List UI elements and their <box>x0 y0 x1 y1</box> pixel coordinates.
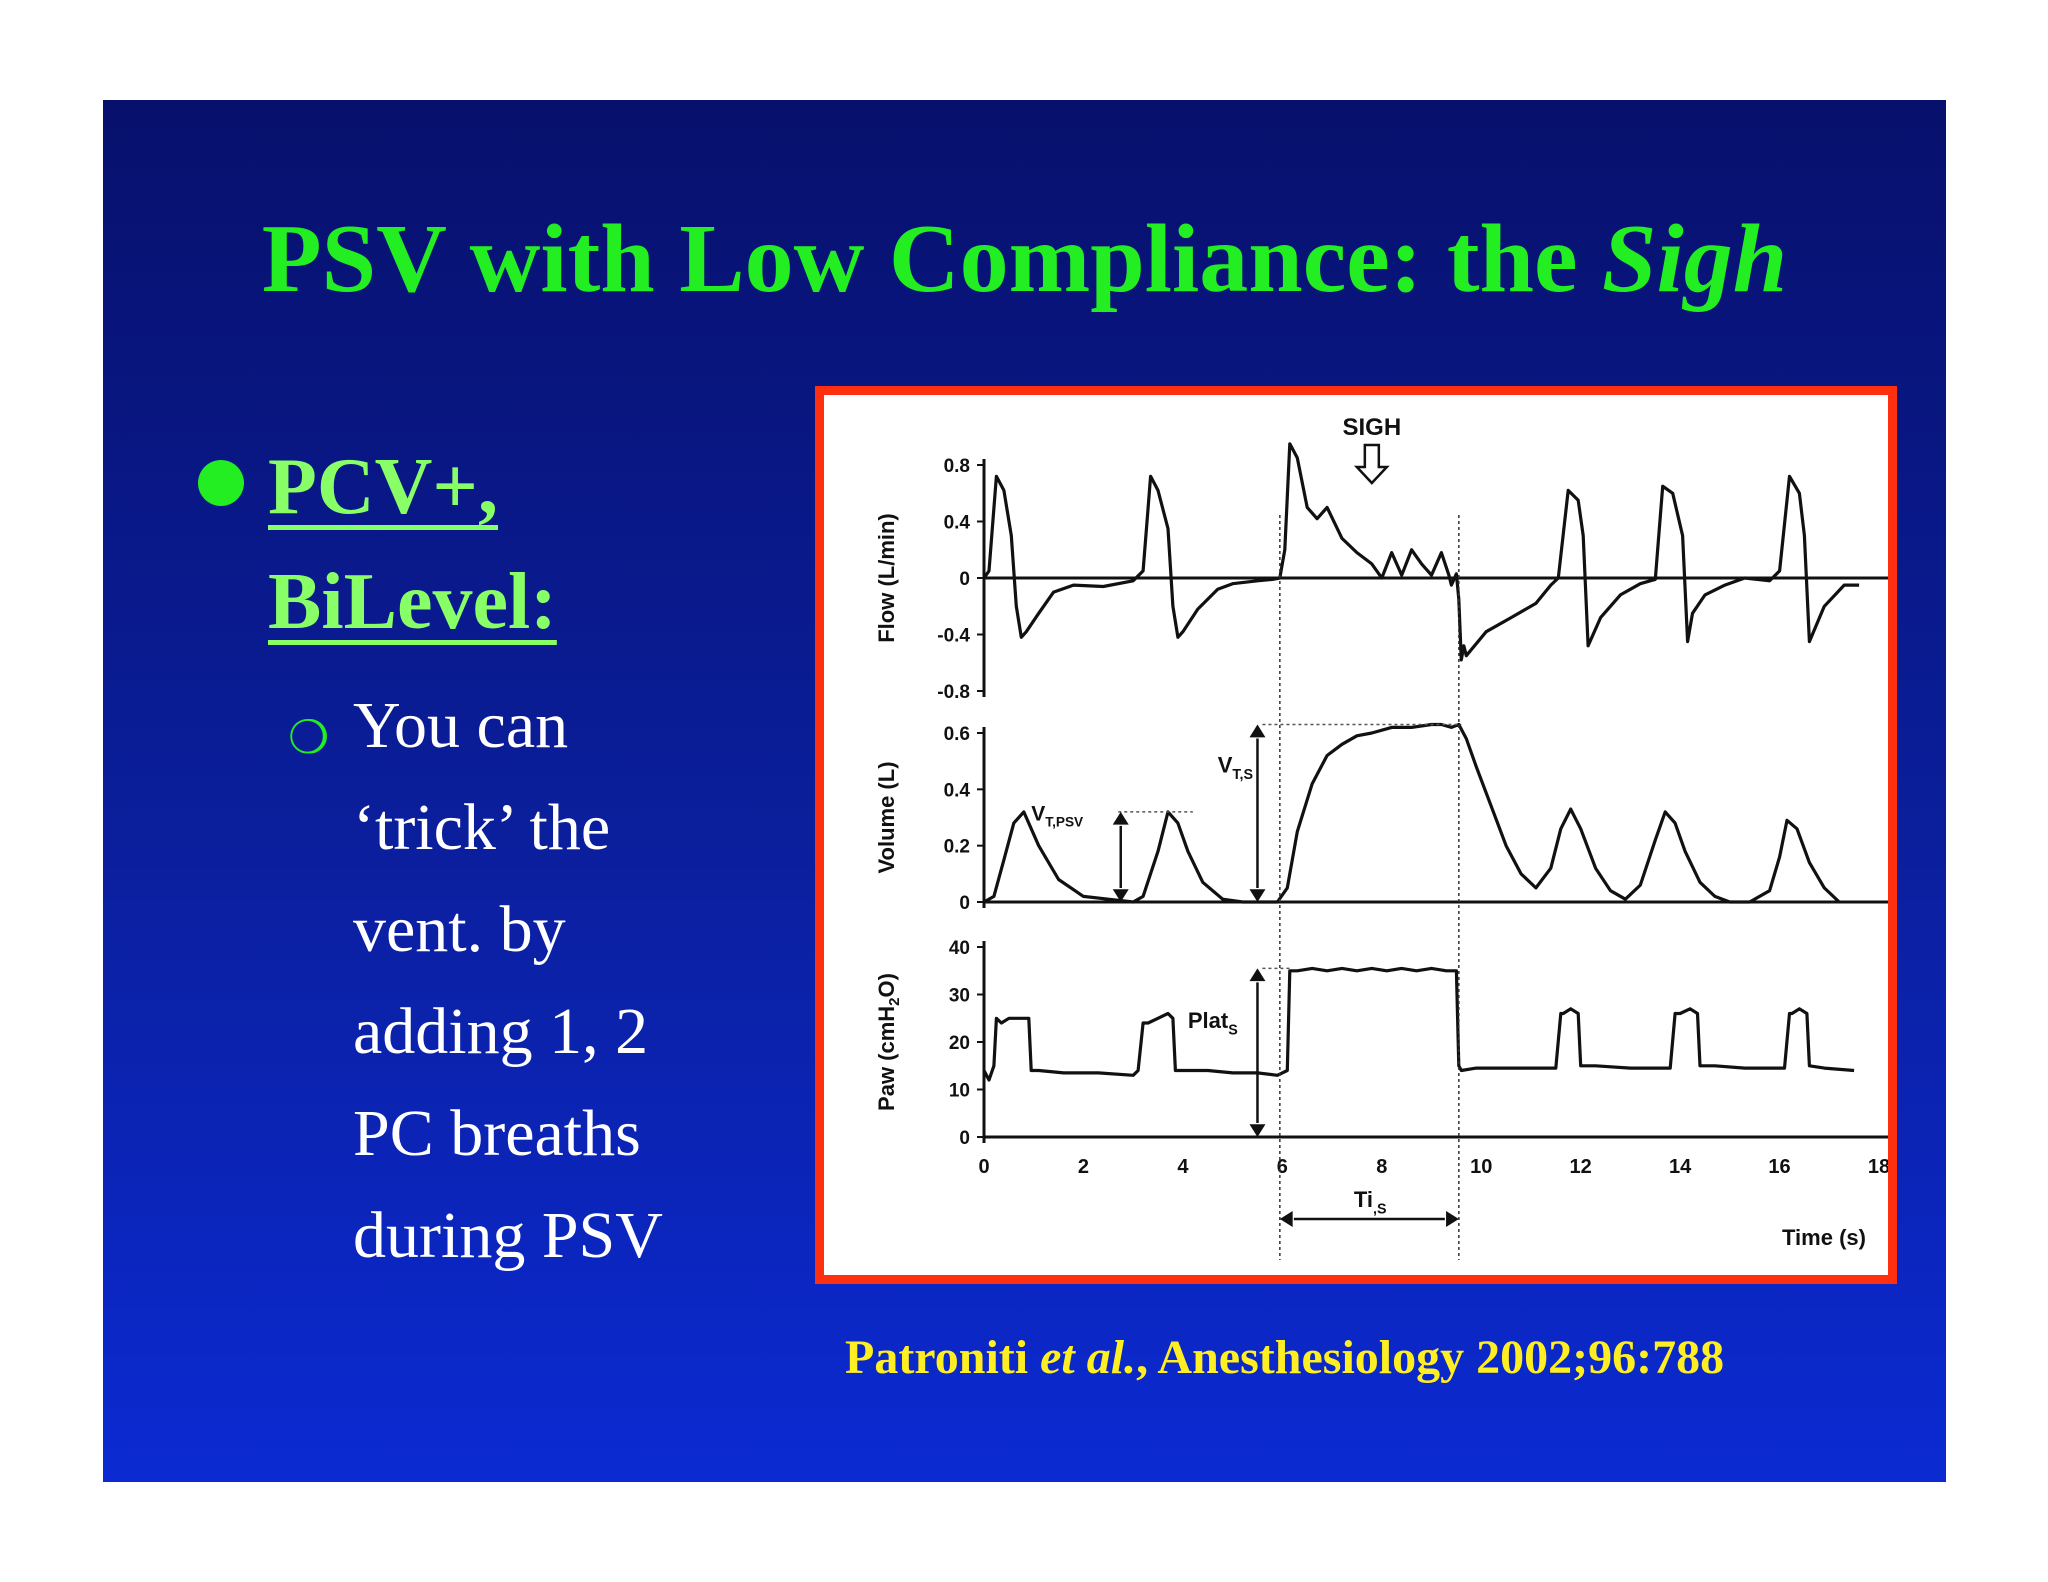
bullet-dot-icon <box>198 460 244 506</box>
sub-line: PC breaths <box>353 1097 641 1170</box>
slide-title: PSV with Low Compliance: the Sigh <box>103 210 1946 308</box>
waveform-chart: 0.8 0.4 0 -0.4 -0.8 Flow (L/min) 0.6 0.4 0.2 0 Vol… <box>874 414 1888 1260</box>
sub-line: during PSV <box>353 1199 663 1272</box>
bullet-main: PCV+, BiLevel: <box>198 430 557 660</box>
sigh-arrow-icon <box>1353 443 1390 485</box>
title-italic: Sigh <box>1602 205 1788 313</box>
vts-arrow-head <box>1249 889 1266 902</box>
vts-arrow-head <box>1249 724 1266 738</box>
sigh-label: SIGH <box>1342 414 1401 441</box>
volume-y-label: Volume (L) <box>874 761 899 873</box>
volume-y-tick-label: 0.4 <box>944 780 971 801</box>
pressure-y-label: Paw (cmH2O) <box>874 973 903 1111</box>
x-tick-label: 2 <box>1078 1156 1089 1178</box>
x-tick-label: 16 <box>1768 1156 1790 1178</box>
volume-series-line <box>983 722 1841 904</box>
pressure-y-tick-label: 20 <box>949 1033 970 1054</box>
citation-authors: Patroniti <box>845 1331 1041 1384</box>
pressure-y-tick-label: 0 <box>959 1128 970 1149</box>
citation-etal: et al. <box>1040 1331 1137 1384</box>
waveform-figure: 0.8 0.4 0 -0.4 -0.8 Flow (L/min) 0.6 0.4 0.2 0 Vol… <box>815 386 1897 1284</box>
x-tick-label: 14 <box>1669 1156 1692 1178</box>
ti-arrow-head <box>1279 1211 1293 1227</box>
ti-label: Ti,S <box>1354 1187 1387 1218</box>
x-tick-label: 10 <box>1470 1156 1492 1178</box>
citation: Patroniti et al., Anesthesiology 2002;96… <box>845 1330 1724 1385</box>
x-tick-label: 6 <box>1277 1156 1288 1178</box>
flow-y-tick-label: 0 <box>959 569 970 590</box>
citation-journal: , Anesthesiology 2002;96:788 <box>1136 1331 1725 1384</box>
ti-arrow-head <box>1446 1211 1459 1227</box>
volume-y-tick-label: 0.2 <box>944 837 970 858</box>
flow-y-tick-label: -0.8 <box>937 682 970 703</box>
volume-y-tick-label: 0.6 <box>944 724 970 745</box>
plat-arrow-head <box>1249 1124 1266 1137</box>
x-axis-label: Time (s) <box>1782 1225 1866 1250</box>
sub-line: adding 1, 2 <box>353 995 649 1068</box>
pressure-series-line <box>982 966 1855 1082</box>
slide: PSV with Low Compliance: the Sigh PCV+, … <box>103 100 1946 1482</box>
flow-y-label: Flow (L/min) <box>874 513 899 643</box>
sub-line: vent. by <box>353 893 566 966</box>
vtpsv-arrow-head <box>1112 889 1129 902</box>
flow-y-tick-label: -0.4 <box>937 626 970 647</box>
vtpsv-label: VT,PSV <box>1031 802 1083 829</box>
bullet-text: PCV+, BiLevel: <box>268 430 557 660</box>
x-tick-label: 18 <box>1868 1156 1888 1178</box>
x-tick-label: 12 <box>1570 1156 1592 1178</box>
pressure-y-tick-label: 40 <box>949 938 970 959</box>
x-tick-label: 4 <box>1177 1156 1189 1178</box>
x-tick-label: 0 <box>978 1156 989 1178</box>
vtpsv-arrow-head <box>1112 811 1129 825</box>
flow-y-tick-label: 0.8 <box>944 456 970 477</box>
bullet-line: PCV+, <box>268 443 498 531</box>
sub-line: ‘trick’ the <box>353 791 611 864</box>
sub-line: You can <box>353 689 569 762</box>
flow-y-tick-label: 0.4 <box>944 513 971 534</box>
plat-label: PlatS <box>1188 1008 1238 1039</box>
pressure-y-tick-label: 30 <box>949 986 970 1007</box>
volume-y-tick-label: 0 <box>959 893 970 914</box>
title-main: PSV with Low Compliance: the <box>261 205 1603 313</box>
sub-bullet-text: You can ‘trick’ the vent. by adding 1, 2… <box>353 675 663 1287</box>
bullet-line: BiLevel: <box>268 558 557 646</box>
flow-series-line <box>982 442 1860 662</box>
hollow-circle-bullet-icon: ❍ <box>288 712 330 763</box>
plat-arrow-head <box>1249 968 1266 982</box>
pressure-y-tick-label: 10 <box>949 1081 970 1102</box>
vts-label: VT,S <box>1218 752 1253 783</box>
sub-bullet: ❍ You can ‘trick’ the vent. by adding 1,… <box>288 675 663 1287</box>
x-tick-label: 8 <box>1376 1156 1387 1178</box>
